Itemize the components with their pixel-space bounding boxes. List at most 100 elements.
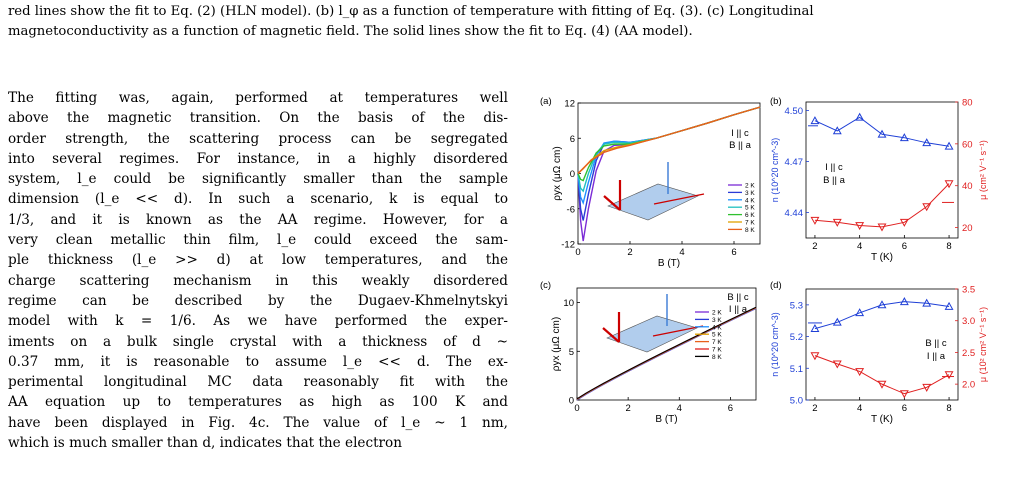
paragraph-line: 1/3, and it is known as the AA regime. H… (8, 211, 508, 228)
data-point (810, 216, 820, 225)
x-axis-label: T (K) (871, 414, 893, 425)
series-line (814, 116, 950, 147)
caption-line-2: magnetoconductivity as a function of mag… (8, 24, 693, 39)
legend-label: 6 K (745, 212, 755, 219)
panel-label: (b) (770, 96, 782, 107)
crystal-schematic (606, 315, 698, 353)
y-tick-label: -12 (561, 240, 575, 251)
field-arrow (603, 195, 621, 211)
x-tick-label: 6 (902, 403, 907, 414)
paragraph-line: system, l_e could be significantly small… (8, 171, 508, 188)
x-axis-label: B (T) (658, 258, 680, 269)
plot-frame (577, 102, 761, 245)
annotation-line: I || c (731, 128, 749, 139)
data-point (855, 368, 865, 377)
paragraph-line: very clean metallic thin film, l_e could… (8, 232, 508, 249)
data-point (810, 352, 820, 361)
x-tick-label: 4 (679, 247, 684, 258)
x-tick-label: 0 (575, 247, 580, 258)
x-tick-label: 6 (728, 403, 733, 414)
data-point (810, 324, 820, 333)
y-axis-label-right: μ (10² cm² V⁻¹ s⁻¹) (978, 307, 988, 382)
data-point (832, 126, 842, 135)
y-tick-label: -6 (567, 204, 575, 215)
legend-label: 4 K (712, 324, 722, 331)
paragraph-line: AA equation up to temperatures as high a… (8, 394, 508, 411)
body-paragraph: The fitting was, again, performed at tem… (8, 88, 508, 453)
y-tick-label: 5.3 (790, 300, 803, 311)
data-point (877, 300, 887, 309)
crystal-schematic (607, 183, 699, 221)
y-tick-label: 5 (569, 347, 574, 358)
y-tick-label: 5.1 (790, 364, 803, 375)
x-tick-label: 8 (946, 241, 951, 252)
data-point (877, 129, 887, 138)
paragraph-line: The fitting was, again, performed at tem… (8, 90, 508, 106)
annotation-line: I || a (927, 351, 946, 362)
y-tick-label: 40 (962, 181, 973, 192)
panel-b: (b) 2 4 6 8 4.44 4.47 4.50 20 40 60 80 T (K) n (10^20… (770, 96, 988, 263)
x-tick-label: 4 (857, 241, 862, 252)
paragraph-line: have been displayed in Fig. 4c. The valu… (8, 414, 508, 431)
legend-label: 5 K (712, 332, 722, 339)
y-tick-label: 4.47 (785, 157, 804, 168)
y-tick-label: 12 (564, 99, 575, 110)
data-point (922, 298, 932, 307)
plot-frame (805, 101, 959, 239)
x-tick-label: 6 (731, 247, 736, 258)
paragraph-line: into several regimes. For instance, in a… (8, 150, 508, 167)
series-line (576, 306, 757, 400)
paragraph-line: dimension (l_e << d). In such a scenario… (8, 191, 508, 208)
field-arrow (602, 327, 620, 343)
x-tick-label: 2 (627, 247, 632, 258)
data-point (832, 218, 842, 227)
y-tick-label: 4.44 (785, 208, 804, 219)
annotation-line: I || a (729, 304, 748, 315)
x-axis-label: T (K) (871, 252, 893, 263)
plot-frame (805, 288, 959, 401)
paragraph-line: order strength, the scattering process c… (8, 130, 508, 147)
data-point (922, 203, 932, 212)
y-tick-label: 0 (570, 169, 575, 180)
y-tick-label: 20 (962, 223, 973, 234)
y-axis-label: ρyx (μΩ cm) (552, 146, 563, 200)
paragraph-line: 0.37 mm, it is reasonable to assume l_e … (8, 353, 508, 370)
x-tick-label: 8 (946, 403, 951, 414)
legend-label: 3 K (745, 190, 755, 197)
y-axis-label: ρyx (μΩ cm) (551, 317, 562, 371)
data-point (855, 308, 865, 317)
paragraph-line: charge scattering mechanism in this weak… (8, 272, 508, 289)
paragraph-line: which is much smaller than d, indicates … (8, 435, 402, 452)
paragraph-line: regime can be described by the Dugaev-Kh… (8, 292, 508, 309)
x-tick-label: 2 (812, 241, 817, 252)
data-point (944, 180, 954, 189)
paragraph-line: model with k = 1/6. As we have performed… (8, 313, 508, 330)
y-tick-label: 5.2 (790, 332, 803, 343)
legend-label: 2 K (745, 183, 755, 190)
series-line (814, 301, 950, 330)
annotation-line: B || c (727, 292, 749, 303)
y-tick-label: 3.0 (962, 316, 975, 327)
data-point (899, 297, 909, 306)
legend-label: 5 K (745, 205, 755, 212)
y-tick-label: 2.5 (962, 348, 975, 359)
annotation-line: B || a (823, 175, 846, 186)
data-point (855, 112, 865, 121)
data-point (922, 383, 932, 392)
y-tick-label: 6 (570, 134, 575, 145)
series-line (814, 183, 950, 228)
y-tick-label: 3.5 (962, 285, 975, 296)
paragraph-line: ple thickness (l_e >> d) at low temperat… (8, 252, 508, 269)
y-tick-label: 60 (962, 139, 973, 150)
legend-label: 7 K (745, 220, 755, 227)
x-tick-label: 4 (677, 403, 682, 414)
legend-label: 7 K (712, 347, 722, 354)
annotation-line: B || c (925, 338, 947, 349)
data-point (899, 133, 909, 142)
y-tick-label: 80 (962, 98, 973, 109)
x-tick-label: 2 (812, 403, 817, 414)
y-axis-label-left: n (10^20 cm^-3) (770, 312, 780, 376)
paragraph-line: perimental longitudinal MC data reasonab… (8, 374, 508, 391)
legend-label: 8 K (712, 354, 722, 361)
